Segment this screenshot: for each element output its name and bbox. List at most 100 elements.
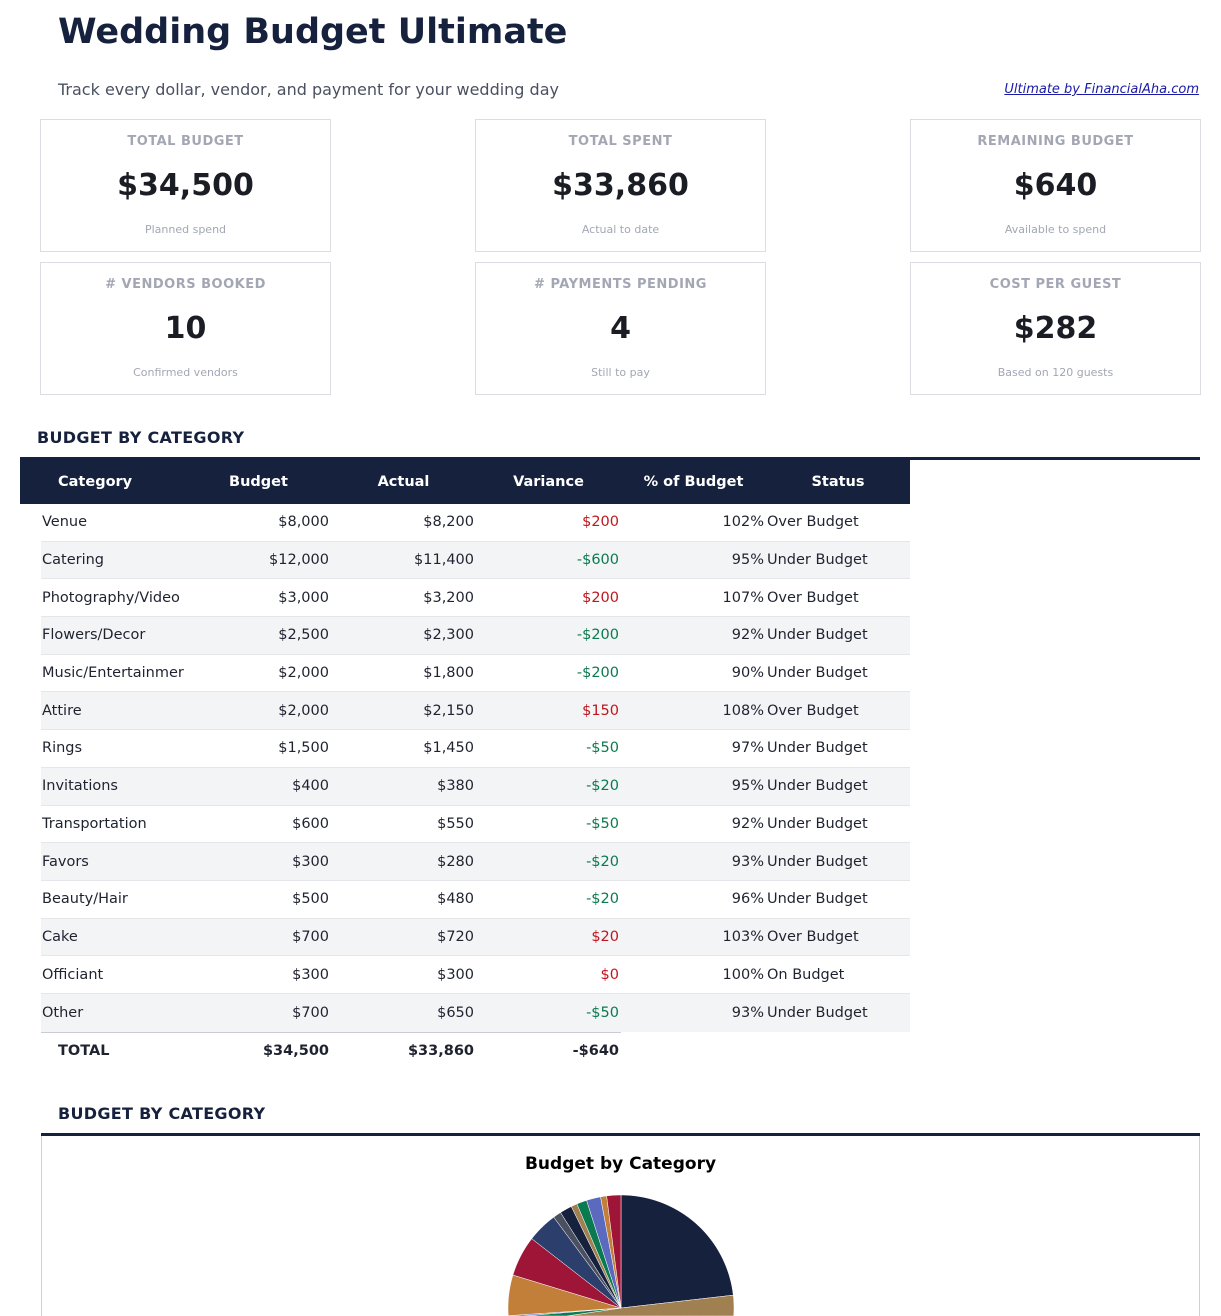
cell-actual: $720 xyxy=(437,928,474,945)
kpi-label: TOTAL BUDGET xyxy=(127,134,244,149)
table-row: Beauty/Hair $500 $480 -$20 96% Under Budget xyxy=(41,881,910,919)
cell-percent: 102% xyxy=(722,514,764,531)
cell-category: Flowers/Decor xyxy=(42,627,146,644)
cell-variance: $150 xyxy=(582,702,619,719)
cell-percent: 96% xyxy=(731,891,764,908)
cell-percent: 108% xyxy=(722,702,764,719)
col-header-actual[interactable]: Actual xyxy=(377,473,430,490)
cell-status: Over Budget xyxy=(767,589,859,606)
table-row: Photography/Video $3,000 $3,200 $200 107% Ove… xyxy=(41,579,910,618)
cell-category: Transportation xyxy=(42,815,147,832)
cell-variance: $200 xyxy=(582,514,619,531)
kpi-value: $282 xyxy=(1013,311,1098,346)
cell-percent: 95% xyxy=(731,778,764,795)
cell-percent: 107% xyxy=(722,589,764,606)
table-total-row: TOTAL $34,500 $33,860 -$640 xyxy=(41,1033,621,1069)
pie-slice-catering[interactable] xyxy=(566,1294,735,1316)
pie-slice-transportation[interactable] xyxy=(560,1206,622,1309)
table-row: Other $700 $650 -$50 93% Under Budget xyxy=(41,993,910,1032)
kpi-value: 10 xyxy=(164,311,207,346)
cell-category: Officiant xyxy=(42,966,104,983)
kpi-value: $34,500 xyxy=(117,168,254,203)
cell-status: Over Budget xyxy=(767,928,859,945)
kpi-value: 4 xyxy=(610,311,631,346)
cell-status: Under Budget xyxy=(767,891,868,908)
kpi-total-budget: TOTAL BUDGET $34,500 Planned spend xyxy=(40,119,331,252)
col-header-status[interactable]: Status xyxy=(811,473,865,490)
kpi-label: # VENDORS BOOKED xyxy=(105,277,266,292)
kpi-label: # PAYMENTS PENDING xyxy=(534,277,707,292)
pie-slice-other[interactable] xyxy=(606,1194,622,1309)
page-title: Wedding Budget Ultimate xyxy=(58,12,568,52)
cell-category: Photography/Video xyxy=(42,589,180,606)
kpi-sub: Based on 120 guests xyxy=(997,366,1114,379)
cell-budget: $300 xyxy=(292,853,329,870)
cell-budget: $2,500 xyxy=(278,627,329,644)
col-header-percent[interactable]: % of Budget xyxy=(643,473,744,490)
kpi-sub: Still to pay xyxy=(591,366,650,379)
cell-actual: $2,300 xyxy=(423,627,474,644)
kpi-sub: Confirmed vendors xyxy=(133,366,238,379)
pie-slice-beauty-hair[interactable] xyxy=(576,1200,622,1309)
pie-slice-venue[interactable] xyxy=(620,1194,734,1309)
kpi-label: COST PER GUEST xyxy=(989,277,1122,292)
table-row: Officiant $300 $300 $0 100% On Budget xyxy=(41,956,910,994)
cell-percent: 92% xyxy=(731,815,764,832)
kpi-label: REMAINING BUDGET xyxy=(977,134,1134,149)
kpi-vendors-booked: # VENDORS BOOKED 10 Confirmed vendors xyxy=(40,262,331,395)
cell-status: Over Budget xyxy=(767,702,859,719)
kpi-payments-pending: # PAYMENTS PENDING 4 Still to pay xyxy=(475,262,766,395)
cell-budget: $2,000 xyxy=(278,665,329,682)
pie-slice-cake[interactable] xyxy=(586,1196,622,1309)
brand-link[interactable]: Ultimate by FinancialAha.com xyxy=(1004,82,1199,97)
cell-actual: $8,200 xyxy=(423,514,474,531)
cell-status: Under Budget xyxy=(767,815,868,832)
cell-category: Cake xyxy=(42,928,78,945)
kpi-remaining-budget: REMAINING BUDGET $640 Available to spend xyxy=(910,119,1201,252)
cell-budget: $400 xyxy=(292,778,329,795)
cell-percent: 93% xyxy=(731,853,764,870)
cell-status: Under Budget xyxy=(767,778,868,795)
cell-budget: $2,000 xyxy=(278,702,329,719)
col-header-budget[interactable]: Budget xyxy=(229,473,288,490)
cell-percent: 92% xyxy=(731,627,764,644)
table-row: Attire $2,000 $2,150 $150 108% Over Budget xyxy=(41,692,910,731)
table-row: Cake $700 $720 $20 103% Over Budget xyxy=(41,918,910,957)
table-row: Invitations $400 $380 -$20 95% Under Budget xyxy=(41,767,910,806)
cell-budget: $1,500 xyxy=(278,740,329,757)
table-body: Venue $8,000 $8,200 $200 102% Over Budget Cate… xyxy=(41,504,910,1033)
chart-title: Budget by Category xyxy=(524,1154,717,1174)
cell-actual: $11,400 xyxy=(414,552,474,569)
cell-status: On Budget xyxy=(767,966,845,983)
cell-status: Under Budget xyxy=(767,627,868,644)
cell-budget: $700 xyxy=(292,928,329,945)
cell-variance: -$200 xyxy=(576,665,619,682)
cell-status: Under Budget xyxy=(767,1004,868,1021)
cell-category: Rings xyxy=(42,740,83,757)
col-header-category[interactable]: Category xyxy=(58,473,133,490)
section-title-table: BUDGET BY CATEGORY xyxy=(37,428,245,447)
table-row: Venue $8,000 $8,200 $200 102% Over Budget xyxy=(41,504,910,542)
cell-actual: $300 xyxy=(437,966,474,983)
table-row: Transportation $600 $550 -$50 92% Under Budge… xyxy=(41,806,910,844)
cell-status: Under Budget xyxy=(767,853,868,870)
cell-status: Under Budget xyxy=(767,740,868,757)
cell-category: Favors xyxy=(42,853,89,870)
table-row: Music/Entertainmer $2,000 $1,800 -$200 90% Un… xyxy=(41,655,910,693)
kpi-sub: Actual to date xyxy=(581,223,660,236)
cell-category: Attire xyxy=(42,702,82,719)
pie-slice-rings[interactable] xyxy=(531,1216,622,1309)
table-row: Rings $1,500 $1,450 -$50 97% Under Budget xyxy=(41,730,910,768)
cell-percent: 97% xyxy=(731,740,764,757)
col-header-variance[interactable]: Variance xyxy=(513,473,584,490)
pie-slice-music-entertainmer[interactable] xyxy=(507,1274,622,1316)
cell-budget: $300 xyxy=(292,966,329,983)
cell-budget: $600 xyxy=(292,815,329,832)
pie-slice-attire[interactable] xyxy=(512,1238,622,1309)
cell-category: Beauty/Hair xyxy=(42,891,128,908)
cell-budget: $8,000 xyxy=(278,514,329,531)
cell-variance: -$20 xyxy=(586,853,619,870)
total-divider xyxy=(41,1031,621,1033)
cell-variance: $0 xyxy=(600,966,619,983)
kpi-value: $640 xyxy=(1013,168,1098,203)
